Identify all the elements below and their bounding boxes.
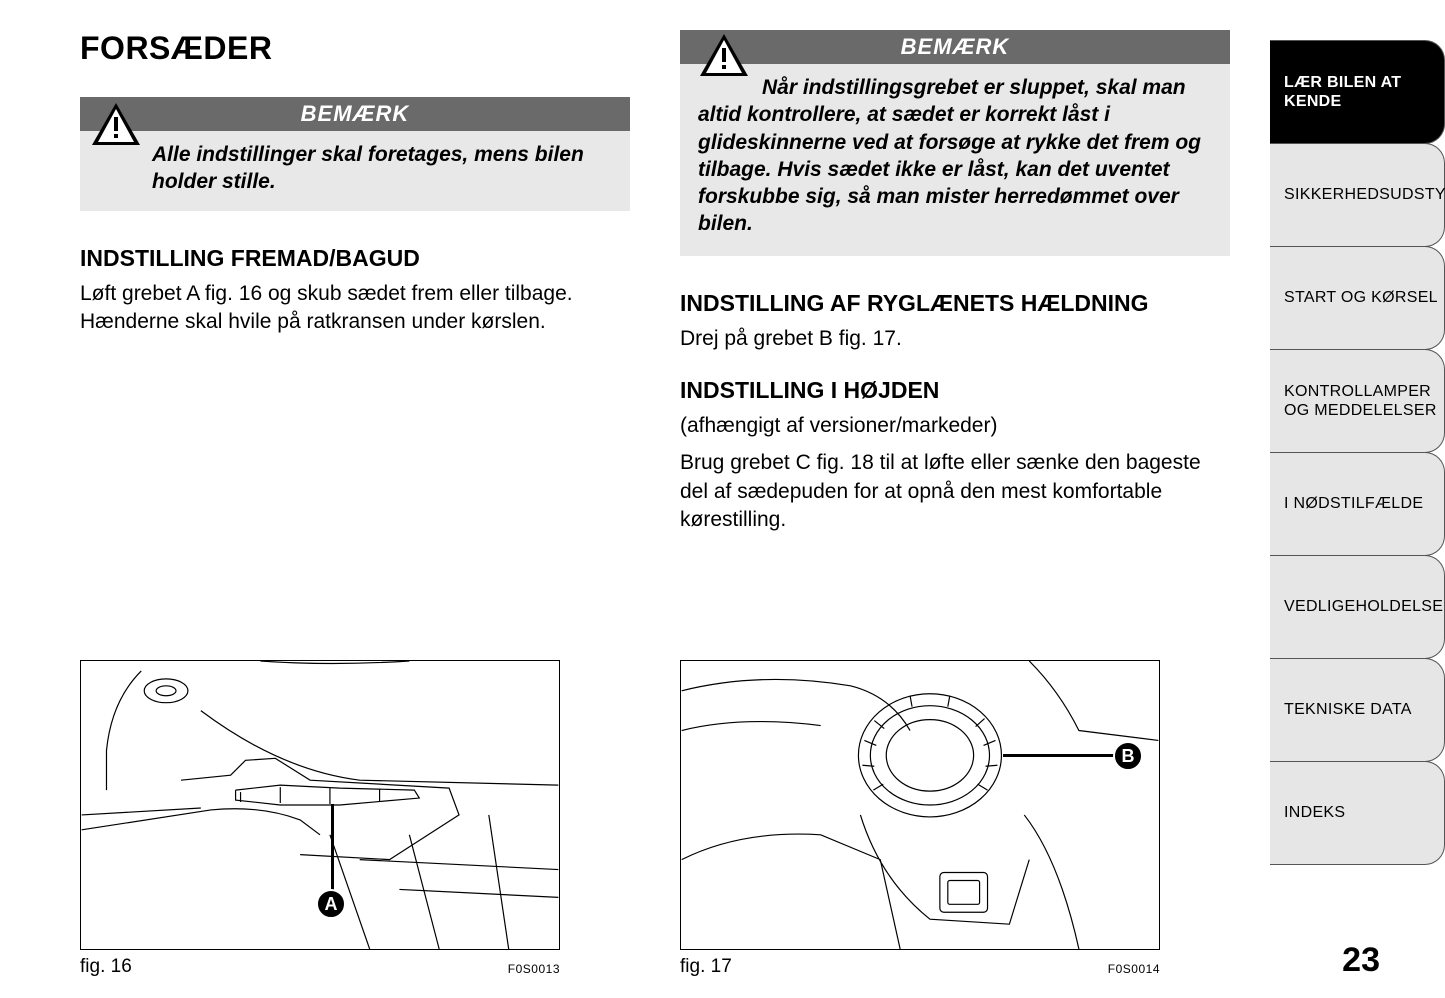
figure-2-frame: B	[680, 660, 1160, 950]
tab-know-car[interactable]: LÆR BILEN AT KENDE	[1270, 40, 1445, 144]
notice-box-1: BEMÆRK Alle indstillinger skal foretages…	[80, 97, 630, 211]
section-title-3: INDSTILLING I HØJDEN	[680, 377, 1230, 404]
callout-leader	[331, 804, 334, 894]
manual-page: FORSÆDER BEMÆRK Alle indstillinger skal …	[0, 0, 1445, 998]
tab-index[interactable]: INDEKS	[1270, 761, 1445, 865]
tab-safety[interactable]: SIKKERHEDSUDSTYR	[1270, 143, 1445, 247]
section-title-1: INDSTILLING FREMAD/BAGUD	[80, 245, 630, 272]
content-area: FORSÆDER BEMÆRK Alle indstillinger skal …	[0, 0, 1270, 998]
left-column: FORSÆDER BEMÆRK Alle indstillinger skal …	[80, 30, 630, 978]
warning-triangle-icon	[698, 32, 750, 78]
right-column: BEMÆRK Når indstillingsgrebet er sluppet…	[680, 30, 1230, 978]
figure-2-caption: fig. 17 F0S0014	[680, 950, 1160, 978]
page-title: FORSÆDER	[80, 30, 630, 67]
callout-leader	[1003, 754, 1118, 757]
warning-triangle-icon	[90, 101, 142, 147]
section-subtitle-3: (afhængigt af versioner/markeder)	[680, 412, 1230, 439]
figure-2-code: F0S0014	[1108, 962, 1160, 978]
tab-maintenance[interactable]: VEDLIGEHOLDELSE	[1270, 555, 1445, 659]
callout-a: A	[316, 889, 346, 919]
figure-1-caption: fig. 16 F0S0013	[80, 950, 560, 978]
notice-text: Alle indstillinger skal foretages, mens …	[152, 141, 615, 196]
figure-2: B fig. 17 F0S0014	[680, 660, 1230, 978]
notice-text: Når indstillingsgrebet er sluppet, skal …	[698, 74, 1212, 238]
figure-2-label: fig. 17	[680, 956, 732, 978]
section-body-2: Drej på grebet B fig. 17.	[680, 325, 1230, 353]
figure-1: A fig. 16 F0S0013	[80, 660, 630, 978]
figure-1-code: F0S0013	[508, 962, 560, 978]
figure-1-label: fig. 16	[80, 956, 132, 978]
tab-warning-lights[interactable]: KONTROLLAMPER OG MEDDELELSER	[1270, 349, 1445, 453]
section-body-3: Brug grebet C fig. 18 til at løfte eller…	[680, 449, 1230, 534]
tab-tech-data[interactable]: TEKNISKE DATA	[1270, 658, 1445, 762]
notice-box-2: BEMÆRK Når indstillingsgrebet er sluppet…	[680, 30, 1230, 256]
section-title-2: INDSTILLING AF RYGLÆNETS HÆLDNING	[680, 290, 1230, 317]
figure-1-frame: A	[80, 660, 560, 950]
section-body-1: Løft grebet A fig. 16 og skub sædet frem…	[80, 280, 630, 337]
notice-header: BEMÆRK	[80, 97, 630, 131]
figure-2-drawing	[681, 661, 1159, 949]
notice-header: BEMÆRK	[680, 30, 1230, 64]
callout-b: B	[1113, 741, 1143, 771]
tab-start-driving[interactable]: START OG KØRSEL	[1270, 246, 1445, 350]
page-number: 23	[1342, 941, 1380, 980]
tab-emergency[interactable]: I NØDSTILFÆLDE	[1270, 452, 1445, 556]
chapter-tabs: LÆR BILEN AT KENDE SIKKERHEDSUDSTYR STAR…	[1270, 0, 1445, 998]
